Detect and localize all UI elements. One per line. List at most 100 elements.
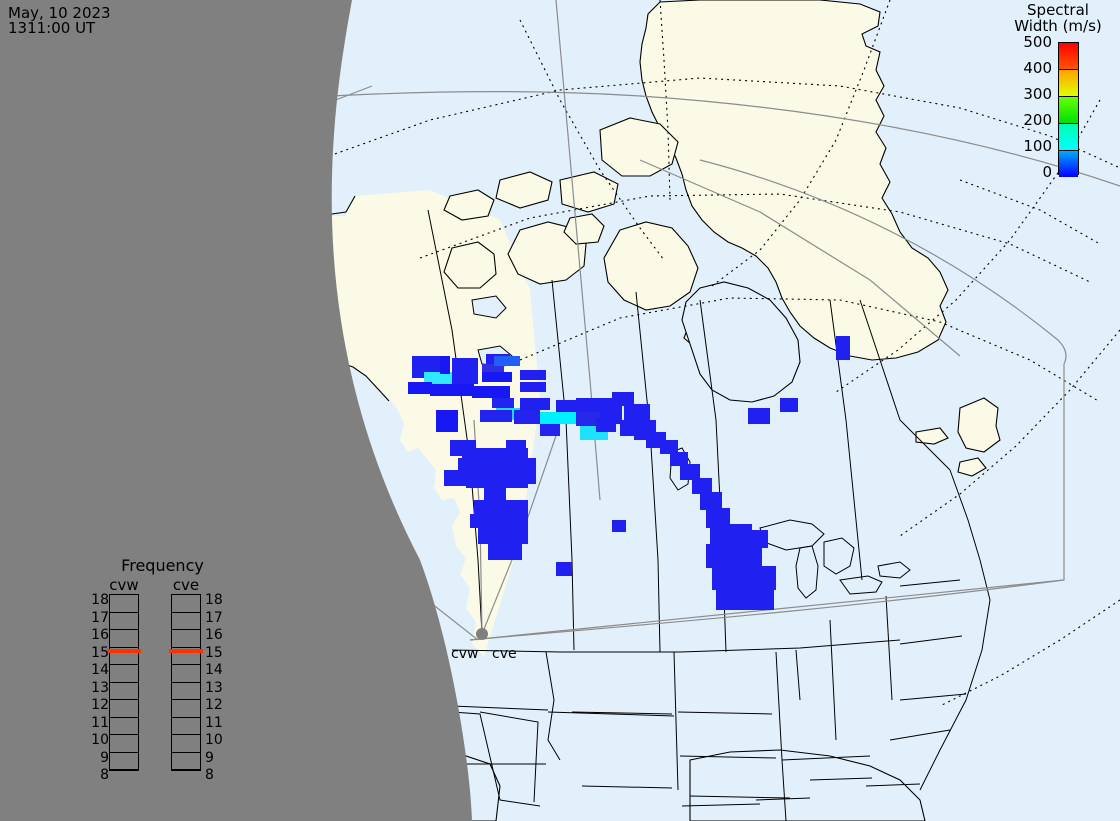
spectral-width-cell xyxy=(488,544,522,560)
spectral-width-cell xyxy=(472,386,510,398)
frequency-rung xyxy=(110,595,138,613)
frequency-ladder-cvw[interactable] xyxy=(107,594,141,771)
colorbar-title: Spectral Width (m/s) xyxy=(1004,2,1112,34)
spectral-width-cell xyxy=(700,492,722,510)
frequency-scale-value: 9 xyxy=(100,749,109,766)
colorbar-panel: Spectral Width (m/s) 500 400 300 200 100 0 xyxy=(1008,2,1118,202)
fov-arc-mid xyxy=(699,159,1067,365)
island-newfoundland xyxy=(957,397,1001,453)
island-ellesmere xyxy=(599,117,679,177)
colorbar-tick-label: 300 xyxy=(1023,85,1052,103)
spectral-width-cell xyxy=(440,356,450,374)
frequency-rung xyxy=(172,630,200,648)
island-baffin xyxy=(603,221,699,311)
spectral-width-cell xyxy=(480,410,512,422)
frequency-column-cvw[interactable]: cvw 18 17 16 15 14 13 12 11 10 9 8 xyxy=(91,577,145,782)
frequency-scale-value: 8 xyxy=(100,767,109,783)
frequency-scale-labels-left: 18 17 16 15 14 13 12 11 10 9 8 xyxy=(87,593,109,787)
spectral-width-cell xyxy=(670,452,688,466)
frequency-rung xyxy=(110,753,138,770)
border-il-in xyxy=(829,619,837,741)
spectral-width-cell xyxy=(478,528,528,544)
border-tn-al xyxy=(809,777,873,781)
frequency-scale-labels-right: 18 17 16 15 14 13 12 11 10 9 8 xyxy=(205,593,227,787)
border-oh-pa xyxy=(885,595,893,701)
spectral-width-cell xyxy=(596,418,616,432)
colorbar-segment xyxy=(1059,151,1078,177)
frequency-rung xyxy=(172,665,200,683)
border-ne-ks xyxy=(689,795,791,799)
island-victoria xyxy=(507,221,587,285)
border-mt-wy xyxy=(547,711,675,717)
frequency-marker xyxy=(169,649,203,653)
frequency-column-cve[interactable]: cve 18 17 16 15 14 13 12 11 10 9 8 xyxy=(165,576,223,782)
frequency-scale-value: 15 xyxy=(205,644,223,661)
island-prince-patrick xyxy=(443,189,495,221)
frequency-rung xyxy=(110,613,138,630)
spectral-width-cell xyxy=(680,464,700,480)
frequency-rung xyxy=(110,735,138,753)
frequency-rung xyxy=(110,718,138,735)
fov-greenland-arc xyxy=(639,159,961,357)
timestamp-date: May, 10 2023 xyxy=(8,4,111,22)
colorbar-tick-label: 100 xyxy=(1023,137,1052,155)
border-ga-fl xyxy=(865,783,921,787)
frequency-rung xyxy=(172,753,200,770)
spectral-width-cell xyxy=(412,356,440,368)
spectral-width-cell xyxy=(470,514,528,528)
spectral-width-cell xyxy=(436,410,458,432)
colorbar-tick-label: 400 xyxy=(1023,59,1052,77)
border-ok-tx xyxy=(681,803,761,807)
grid-lat-1 xyxy=(317,77,1120,169)
political-borders xyxy=(427,209,991,821)
border-wy-vertical xyxy=(673,651,679,791)
spectral-width-cell xyxy=(494,356,520,366)
island-anticosti xyxy=(915,427,949,445)
spectral-width-cell xyxy=(556,400,580,412)
frequency-scale-value: 11 xyxy=(91,714,109,731)
island-melville xyxy=(495,171,553,209)
radar-station-marker[interactable] xyxy=(476,628,488,640)
grid-lon-3 xyxy=(711,0,891,287)
grid-lat-3 xyxy=(519,297,1101,403)
spectral-width-cell xyxy=(520,382,546,392)
frequency-scale-value: 12 xyxy=(91,697,109,713)
frequency-column-label-cve: cve xyxy=(172,576,200,594)
greenland xyxy=(639,0,949,361)
frequency-scale-value: 17 xyxy=(205,609,223,626)
border-ar-la xyxy=(755,797,811,801)
spectral-width-cell xyxy=(706,508,730,528)
lake-michigan xyxy=(795,545,819,599)
frequency-ladder-cve[interactable] xyxy=(169,594,203,771)
frequency-scale-value: 14 xyxy=(91,662,109,678)
colorbar-segment xyxy=(1059,70,1078,97)
frequency-title: Frequency xyxy=(121,556,204,575)
frequency-rung xyxy=(172,700,200,718)
border-wy-co xyxy=(571,711,673,715)
spectral-width-cell xyxy=(492,398,514,408)
spectral-width-cell xyxy=(716,588,774,610)
colorbar-tick-label: 500 xyxy=(1023,33,1052,51)
colorbar-segment xyxy=(1059,124,1078,151)
frequency-marker xyxy=(107,649,141,653)
border-nd-sd xyxy=(677,711,773,715)
spectral-width-cell xyxy=(756,570,776,590)
lake-erie xyxy=(839,575,883,595)
border-east-coast xyxy=(919,469,991,791)
border-co-nm xyxy=(581,785,673,789)
frequency-rung xyxy=(110,665,138,683)
spectral-width-cell xyxy=(556,562,572,576)
border-va-nc xyxy=(899,693,967,701)
border-id-mt xyxy=(545,651,561,761)
colorbar-title-line2: Width (m/s) xyxy=(1014,17,1102,35)
frequency-rung xyxy=(172,613,200,630)
border-49th-parallel xyxy=(451,639,901,653)
station-label-cvw: cvw xyxy=(451,646,479,662)
spectral-width-cell xyxy=(660,440,678,454)
colorbar-tick-label: 200 xyxy=(1023,111,1052,129)
frequency-scale-value: 17 xyxy=(91,609,109,626)
spectral-width-cells xyxy=(408,336,850,610)
spectral-width-cell xyxy=(514,410,540,424)
frequency-scale-value: 10 xyxy=(205,732,223,748)
